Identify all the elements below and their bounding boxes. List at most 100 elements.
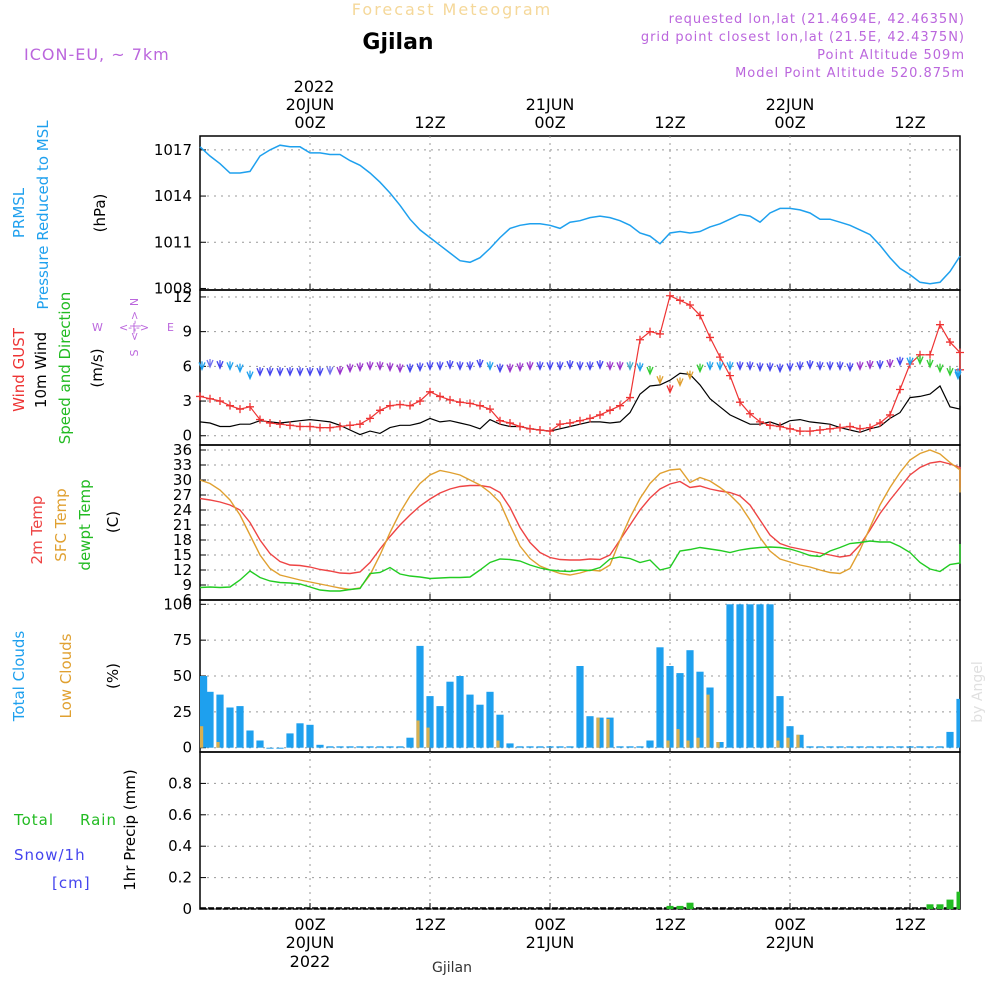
wind-gust-marker <box>716 353 724 362</box>
temperature-ytick-label: 24 <box>173 501 192 519</box>
low-cloud-bar <box>716 742 720 748</box>
wind-direction-arrow <box>766 362 774 373</box>
wind-direction-arrow <box>526 361 534 371</box>
wind-gust-marker <box>206 394 214 403</box>
wind-gust-marker <box>776 422 784 431</box>
total-cloud-bar <box>506 743 514 748</box>
total-cloud-bar <box>686 650 694 748</box>
low-cloud-bar <box>216 742 220 748</box>
total-cloud-bar <box>316 744 324 748</box>
wind-label-gust: Wind GUST <box>10 327 28 412</box>
wind-gust-marker <box>806 427 814 436</box>
rain-bar <box>946 899 954 909</box>
wind-gust-marker <box>566 419 574 428</box>
wind-gust-marker <box>316 423 324 432</box>
total-cloud-bar <box>796 734 804 748</box>
precip-label-snow: Snow/1h <box>14 846 86 864</box>
super-title: Forecast Meteogram <box>352 0 552 19</box>
temp-unit: (C) <box>104 511 122 533</box>
bottom-hour-label: 00Z <box>534 915 565 934</box>
total-cloud-bar <box>636 746 644 748</box>
wind-gust-marker <box>296 422 304 431</box>
wind-direction-arrow <box>426 361 434 371</box>
low-cloud-bar <box>200 726 204 748</box>
wind-direction-arrow <box>226 361 234 371</box>
panel-precip-frame <box>199 751 961 910</box>
total-cloud-bar <box>616 746 624 748</box>
bottom-hour-label: 00Z <box>294 915 325 934</box>
temperature-ytick-label: 6 <box>182 591 192 609</box>
precip-ytick-label: 0.4 <box>168 837 192 855</box>
total-cloud-bar <box>286 733 294 748</box>
precip-grid <box>200 752 960 910</box>
wind-gust-marker <box>786 424 794 433</box>
total-cloud-bar <box>696 671 704 748</box>
wind-direction-arrow <box>586 361 594 371</box>
temp-label-dewpt: dewpt Temp <box>76 479 94 570</box>
wind-direction-arrow <box>846 362 854 373</box>
rain-bar <box>666 905 674 909</box>
wind-gust-marker <box>576 416 584 425</box>
total-cloud-bar <box>706 687 714 748</box>
temperature-ytick-label: 18 <box>173 531 192 549</box>
total-cloud-bar <box>436 706 444 748</box>
wind-gust-marker <box>306 422 314 431</box>
total-cloud-bar <box>376 746 384 748</box>
wind-direction-arrow <box>306 367 314 377</box>
wind-direction-arrow <box>336 365 344 376</box>
low-cloud-bar <box>426 727 430 748</box>
total-cloud-bar <box>236 706 244 748</box>
total-cloud-bar <box>806 746 814 748</box>
wind-direction-arrow <box>856 361 864 371</box>
wind-direction-arrow <box>376 361 384 371</box>
pressure-ytick-label: 1011 <box>154 233 192 251</box>
temp-2m-line <box>199 460 961 575</box>
pressure-ytick-label: 1014 <box>154 187 192 205</box>
low-cloud-bar <box>696 737 700 748</box>
total-cloud-bar <box>646 740 654 748</box>
wind-direction-arrow <box>926 359 934 369</box>
wind-direction-arrow <box>326 365 334 376</box>
bottom-hour-label: 00Z <box>774 915 805 934</box>
wind-direction-arrow <box>546 361 554 371</box>
wind-gust-marker <box>846 422 854 431</box>
wind-direction-arrow <box>906 356 914 367</box>
precip-label-rain: Rain <box>80 811 117 829</box>
bottom-date-label: 20JUN <box>286 933 335 952</box>
precip-ytick-label: 0.2 <box>168 869 192 887</box>
total-cloud-bar <box>466 694 474 748</box>
wind-gust-marker <box>606 406 614 415</box>
rain-bar <box>926 904 934 909</box>
wind-gust-marker <box>686 301 694 310</box>
precip-label-cm: [cm] <box>52 874 91 892</box>
total-cloud-bar <box>826 746 834 748</box>
total-cloud-bar <box>886 746 894 748</box>
wind-gust-marker <box>796 427 804 436</box>
wind-direction-arrow <box>936 363 944 374</box>
panel-temperature-frame <box>199 444 961 601</box>
temperature-ytick-label: 12 <box>173 561 192 579</box>
total-cloud-bar <box>446 681 454 748</box>
pressure-label-prmsl: PRMSL <box>10 187 28 238</box>
wind-direction-arrow <box>726 361 734 371</box>
compass-s: S <box>128 349 141 356</box>
point-altitude: Point Altitude 509m <box>817 48 965 63</box>
clouds-label-total: Total Clouds <box>10 631 28 723</box>
rain-bar <box>956 891 960 909</box>
total-cloud-bar <box>856 746 864 748</box>
total-cloud-bar <box>956 698 960 748</box>
pressure-line <box>199 144 961 285</box>
wind-label-speed-dir: Speed and Direction <box>56 292 74 445</box>
wind-direction-arrow <box>536 361 544 371</box>
wind-gust-marker <box>656 329 664 338</box>
low-cloud-bar <box>706 694 710 748</box>
wind-gust-marker <box>236 405 244 414</box>
total-cloud-bar <box>756 604 764 748</box>
wind-direction-arrow <box>506 363 514 374</box>
wind-direction-arrow <box>216 360 224 370</box>
wind-direction-arrow <box>566 360 574 370</box>
total-cloud-bar <box>666 666 674 748</box>
wind-gust-marker <box>866 423 874 432</box>
total-cloud-bar <box>386 746 394 748</box>
